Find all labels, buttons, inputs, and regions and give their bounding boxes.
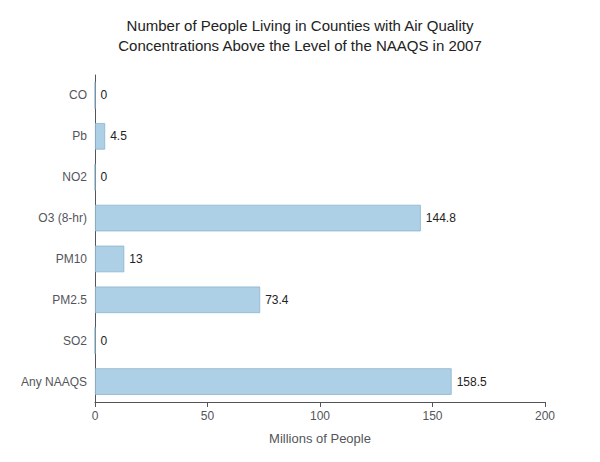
svg-text:0: 0: [100, 88, 107, 102]
svg-text:0: 0: [92, 409, 99, 423]
svg-text:SO2: SO2: [63, 334, 87, 348]
svg-text:PM2.5: PM2.5: [52, 293, 87, 307]
svg-text:200: 200: [535, 409, 555, 423]
svg-text:Millions of People: Millions of People: [269, 431, 371, 446]
svg-text:CO: CO: [69, 88, 87, 102]
svg-text:Concentrations Above the Level: Concentrations Above the Level of the NA…: [118, 37, 482, 54]
svg-text:Any NAAQS: Any NAAQS: [21, 375, 87, 389]
svg-text:PM10: PM10: [56, 252, 88, 266]
svg-text:100: 100: [310, 409, 330, 423]
svg-text:0: 0: [100, 334, 107, 348]
svg-text:Number of People Living in Cou: Number of People Living in Counties with…: [127, 17, 474, 34]
svg-text:150: 150: [422, 409, 442, 423]
svg-text:0: 0: [100, 170, 107, 184]
svg-text:73.4: 73.4: [265, 293, 289, 307]
svg-text:NO2: NO2: [62, 170, 87, 184]
svg-text:158.5: 158.5: [457, 375, 487, 389]
svg-text:Pb: Pb: [72, 129, 87, 143]
svg-text:50: 50: [201, 409, 215, 423]
svg-text:4.5: 4.5: [110, 129, 127, 143]
svg-text:13: 13: [129, 252, 143, 266]
svg-text:O3 (8-hr): O3 (8-hr): [38, 211, 87, 225]
svg-text:144.8: 144.8: [426, 211, 456, 225]
